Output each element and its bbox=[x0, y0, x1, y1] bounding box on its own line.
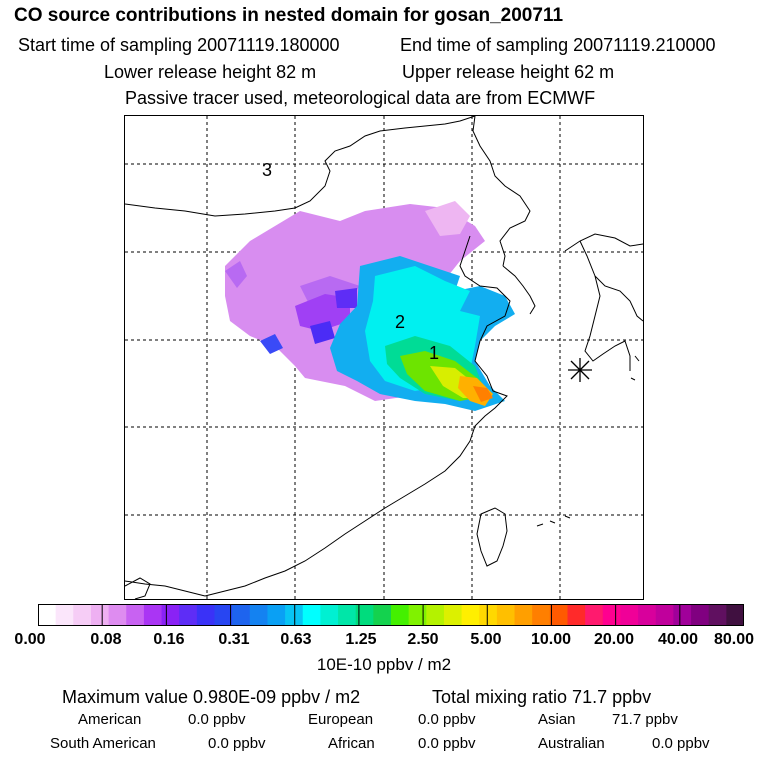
african-label: African bbox=[328, 735, 375, 752]
colorbar-swatch bbox=[391, 604, 410, 626]
colorbar-swatch bbox=[73, 604, 92, 626]
colorbar-swatch bbox=[549, 604, 568, 626]
region-label-3: 3 bbox=[262, 160, 272, 180]
colorbar-tick-label: 1.25 bbox=[345, 631, 377, 648]
tracer-note: Passive tracer used, meteorological data… bbox=[125, 88, 596, 108]
colorbar-swatch bbox=[38, 604, 57, 626]
map-canvas: 1 2 3 bbox=[125, 116, 643, 599]
american-label: American bbox=[78, 711, 142, 728]
map-panel: 1 2 3 bbox=[124, 115, 644, 600]
south-american-value: 0.0 ppbv bbox=[208, 735, 266, 752]
south-american-label: South American bbox=[50, 735, 156, 752]
colorbar bbox=[38, 604, 745, 626]
colorbar-tick-label: 0.08 bbox=[90, 631, 122, 648]
colorbar-swatches bbox=[38, 604, 745, 626]
colorbar-swatch bbox=[602, 604, 621, 626]
colorbar-tick-label: 0.00 bbox=[14, 631, 46, 648]
colorbar-swatch bbox=[426, 604, 445, 626]
colorbar-swatch bbox=[373, 604, 392, 626]
american-value: 0.0 ppbv bbox=[188, 711, 246, 728]
african-value: 0.0 ppbv bbox=[418, 735, 476, 752]
australian-value: 0.0 ppbv bbox=[652, 735, 710, 752]
colorbar-swatch bbox=[691, 604, 710, 626]
colorbar-swatch bbox=[214, 604, 233, 626]
region-label-1: 1 bbox=[429, 343, 439, 363]
colorbar-swatch bbox=[143, 604, 163, 626]
colorbar-swatch bbox=[708, 604, 727, 626]
colorbar-swatch bbox=[108, 604, 127, 626]
colorbar-swatch bbox=[285, 604, 304, 626]
maximum-value: Maximum value 0.980E-09 ppbv / m2 bbox=[62, 687, 361, 707]
colorbar-swatch bbox=[161, 604, 180, 626]
concentration-plume bbox=[225, 201, 515, 411]
upper-release-label: Upper release height 62 m bbox=[402, 62, 615, 82]
region-label-2: 2 bbox=[395, 312, 405, 332]
colorbar-tick-label: 5.00 bbox=[470, 631, 502, 648]
colorbar-swatch bbox=[55, 604, 74, 626]
colorbar-swatch bbox=[196, 604, 215, 626]
colorbar-tick-label: 40.00 bbox=[657, 631, 699, 648]
colorbar-swatch bbox=[514, 604, 533, 626]
colorbar-swatch bbox=[585, 604, 604, 626]
asterisk-marker bbox=[568, 358, 592, 382]
colorbar-swatch bbox=[638, 604, 657, 626]
colorbar-tick-label: 0.63 bbox=[280, 631, 312, 648]
colorbar-tick-label: 80.00 bbox=[713, 631, 755, 648]
lower-release-label: Lower release height 82 m bbox=[104, 62, 317, 82]
asian-label: Asian bbox=[538, 711, 576, 728]
colorbar-tick-label: 20.00 bbox=[593, 631, 635, 648]
colorbar-swatch bbox=[338, 604, 357, 626]
colorbar-swatch bbox=[496, 604, 516, 626]
european-value: 0.0 ppbv bbox=[418, 711, 476, 728]
european-label: European bbox=[308, 711, 374, 728]
colorbar-swatch bbox=[408, 604, 427, 626]
colorbar-swatch bbox=[302, 604, 321, 626]
colorbar-swatch bbox=[232, 604, 251, 626]
colorbar-swatch bbox=[179, 604, 198, 626]
colorbar-swatch bbox=[655, 604, 674, 626]
colorbar-border bbox=[38, 604, 744, 626]
colorbar-swatch bbox=[267, 604, 286, 626]
colorbar-tick-label: 0.16 bbox=[153, 631, 185, 648]
colorbar-swatch bbox=[461, 604, 480, 626]
colorbar-swatch bbox=[726, 604, 745, 626]
colorbar-swatch bbox=[567, 604, 586, 626]
colorbar-swatch bbox=[320, 604, 339, 626]
colorbar-swatch bbox=[249, 604, 268, 626]
colorbar-swatch bbox=[532, 604, 551, 626]
colorbar-tick-label: 2.50 bbox=[407, 631, 439, 648]
total-mixing-ratio: Total mixing ratio 71.7 ppbv bbox=[432, 687, 652, 707]
colorbar-swatch bbox=[443, 604, 463, 626]
coastlines bbox=[125, 116, 643, 599]
asian-value: 71.7 ppbv bbox=[612, 711, 678, 728]
end-time-label: End time of sampling 20071119.210000 bbox=[400, 35, 716, 55]
colorbar-swatch bbox=[620, 604, 639, 626]
colorbar-swatch bbox=[673, 604, 692, 626]
colorbar-swatch bbox=[90, 604, 110, 626]
plot-title: CO source contributions in nested domain… bbox=[14, 5, 564, 26]
colorbar-swatch bbox=[355, 604, 374, 626]
colorbar-swatch bbox=[479, 604, 498, 626]
colorbar-tick-label: 0.31 bbox=[218, 631, 250, 648]
colorbar-swatch bbox=[126, 604, 145, 626]
colorbar-tick-label: 10.00 bbox=[530, 631, 572, 648]
colorbar-unit: 10E-10 ppbv / m2 bbox=[316, 655, 452, 674]
australian-label: Australian bbox=[538, 735, 605, 752]
start-time-label: Start time of sampling 20071119.180000 bbox=[18, 35, 340, 55]
